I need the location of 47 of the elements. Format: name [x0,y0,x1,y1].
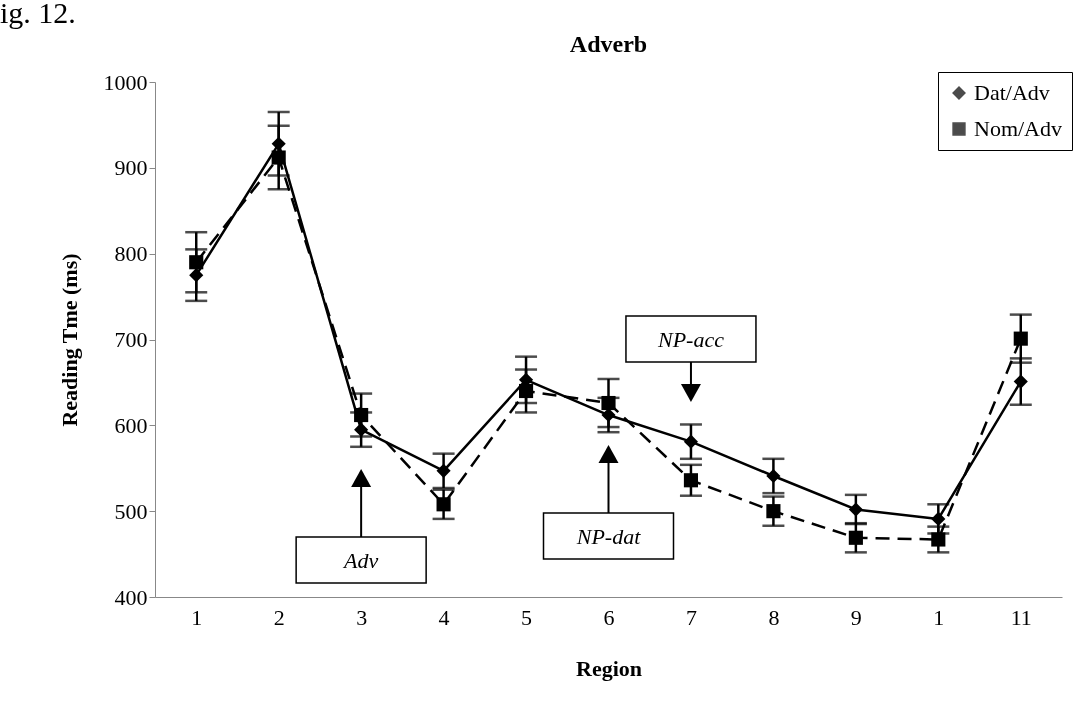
point [683,434,699,449]
y-axis-title: Reading Tme (ms) [56,253,82,427]
point [848,530,863,545]
annotation: Adv [342,548,379,573]
x-tick-label: 9 [850,604,862,630]
x-tick-label: 7 [685,604,697,630]
x-axis-title: Region [576,655,642,681]
y-tick-label: 700 [114,327,148,352]
annotation: NP-dat [575,524,642,549]
x-tick-label: 11 [1010,604,1032,630]
x-tick-label: 3 [356,604,368,630]
point [271,136,286,151]
point [436,497,451,512]
y-tick-label: 500 [114,498,148,524]
y-tick-label: 900 [114,155,148,181]
point [189,255,204,270]
point [766,504,781,519]
chart-title: Adverb [569,31,648,57]
point [1013,331,1028,346]
point [683,473,699,488]
y-tick-label: 400 [114,584,148,610]
point [189,268,204,283]
x-tick-label: 1 [191,604,203,630]
x-tick-label: 8 [768,604,780,630]
annotation: NP-acc [656,327,725,352]
point [436,463,451,478]
point [931,511,946,526]
point [601,395,616,411]
legend-label: Dat/Adv [974,80,1050,105]
legend-label: Nom/Adv [974,116,1062,141]
point [354,422,369,437]
point [518,383,534,399]
point [354,407,369,423]
point [848,502,863,517]
y-tick-label: 1000 [103,69,148,95]
point [766,468,781,484]
text: ig. 12. [0,0,76,30]
x-tick-label: 4 [438,604,450,630]
x-tick-label: 5 [521,604,533,630]
point [931,532,946,547]
point [1013,374,1028,389]
x-tick-label: 6 [603,604,615,630]
point [271,150,286,165]
y-tick-label: 800 [114,241,148,267]
x-tick-label: 2 [273,604,285,630]
x-tick-label: 1 [933,604,945,630]
y-tick-label: 600 [114,412,148,438]
